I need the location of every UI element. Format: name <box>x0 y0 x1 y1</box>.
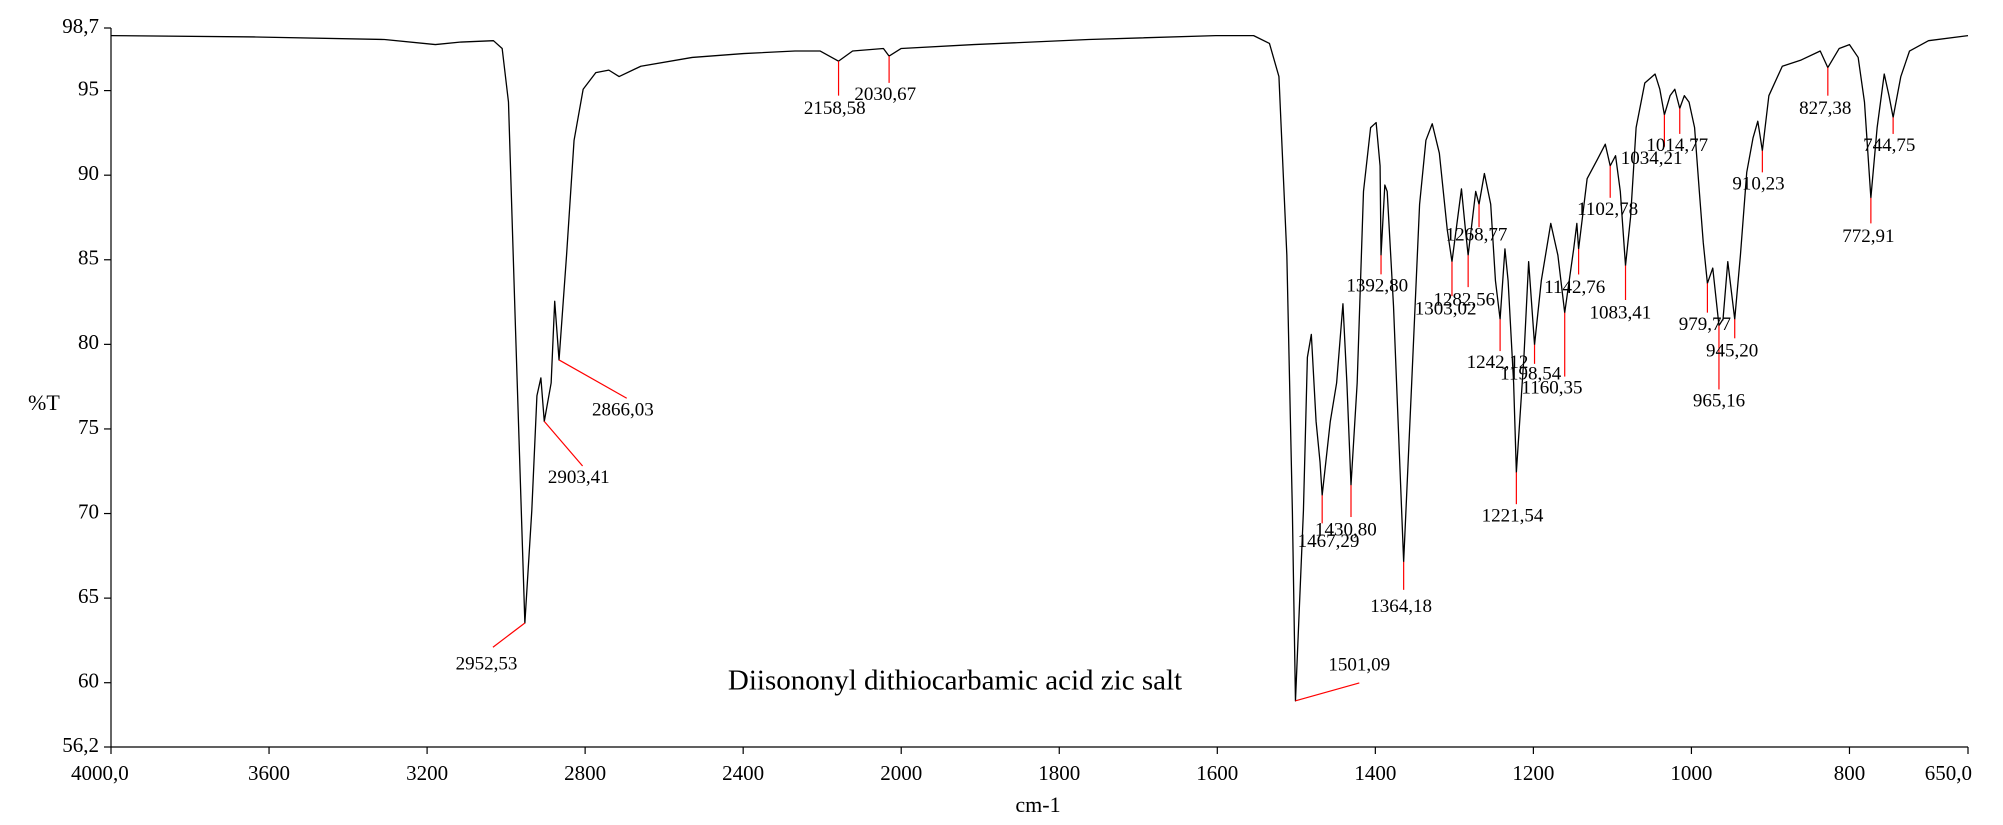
peak-label: 2903,41 <box>548 467 610 488</box>
peak-label: 744,75 <box>1863 135 1915 156</box>
x-tick-label: 3600 <box>248 761 290 785</box>
x-tick-label: 1200 <box>1512 761 1554 785</box>
y-tick-label: 80 <box>78 330 99 354</box>
annotation: Diisononyl dithiocarbamic acid zic salt <box>728 665 1182 697</box>
peak-marker <box>543 420 584 467</box>
peak-label: 1034,21 <box>1621 148 1683 169</box>
y-tick-label: 85 <box>78 246 99 270</box>
y-tick-label: 75 <box>78 415 99 439</box>
peak-label: 1392,80 <box>1346 275 1408 296</box>
peak-label: 2158,58 <box>804 98 866 119</box>
peak-label: 2030,67 <box>854 84 916 105</box>
x-tick-label: 3200 <box>406 761 448 785</box>
y-tick-label: 65 <box>78 584 99 608</box>
x-tick-label: 2400 <box>722 761 764 785</box>
peak-label: 979,77 <box>1679 314 1731 335</box>
peak-label: 945,20 <box>1706 341 1758 362</box>
y-tick-label: 60 <box>78 669 99 693</box>
peak-label: 1303,02 <box>1415 299 1477 320</box>
y-tick-label: 95 <box>78 76 99 100</box>
x-tick-label: 2000 <box>880 761 922 785</box>
y-tick-label: 70 <box>78 499 99 523</box>
y-tick-label: 98,7 <box>62 14 99 38</box>
x-tick-label: 1000 <box>1670 761 1712 785</box>
peak-label: 1160,35 <box>1521 378 1582 399</box>
peak-label: 910,23 <box>1732 173 1784 194</box>
peak-label: 1430,80 <box>1315 519 1377 540</box>
x-axis-label: cm-1 <box>1015 792 1060 817</box>
peak-label: 1501,09 <box>1328 655 1390 676</box>
peak-marker <box>492 622 526 648</box>
peak-label: 1467,29 <box>1298 531 1360 552</box>
x-tick-label: 800 <box>1834 761 1866 785</box>
peak-label: 1198,54 <box>1500 364 1562 385</box>
peak-label: 1014,77 <box>1646 135 1708 156</box>
spectrum-line <box>110 34 1969 702</box>
peak-label: 1221,54 <box>1482 505 1544 526</box>
y-tick-label: 56,2 <box>62 733 99 757</box>
y-axis-label: %T <box>28 390 60 415</box>
peak-label: 1102,78 <box>1577 199 1638 220</box>
peak-marker <box>1295 682 1360 702</box>
peak-label: 1142,76 <box>1544 277 1605 298</box>
peak-label: 1242,12 <box>1467 352 1529 373</box>
x-tick-label: 1800 <box>1038 761 1080 785</box>
x-tick-label: 1600 <box>1196 761 1238 785</box>
peak-label: 1268,77 <box>1446 225 1508 246</box>
peak-label: 965,16 <box>1693 391 1745 412</box>
peak-label: 2952,53 <box>456 653 518 674</box>
x-tick-label: 650,0 <box>1925 761 1972 785</box>
x-tick-label: 1400 <box>1354 761 1396 785</box>
x-tick-label: 4000,0 <box>71 761 129 785</box>
peak-label: 772,91 <box>1842 226 1894 247</box>
y-tick-label: 90 <box>78 161 99 185</box>
peak-label: 1083,41 <box>1590 302 1652 323</box>
peak-label: 827,38 <box>1799 98 1851 119</box>
x-tick-label: 2800 <box>564 761 606 785</box>
peak-label: 1282,56 <box>1433 290 1495 311</box>
peak-label: 2866,03 <box>592 399 654 420</box>
peak-label: 1364,18 <box>1370 596 1432 617</box>
peak-marker <box>558 359 628 399</box>
